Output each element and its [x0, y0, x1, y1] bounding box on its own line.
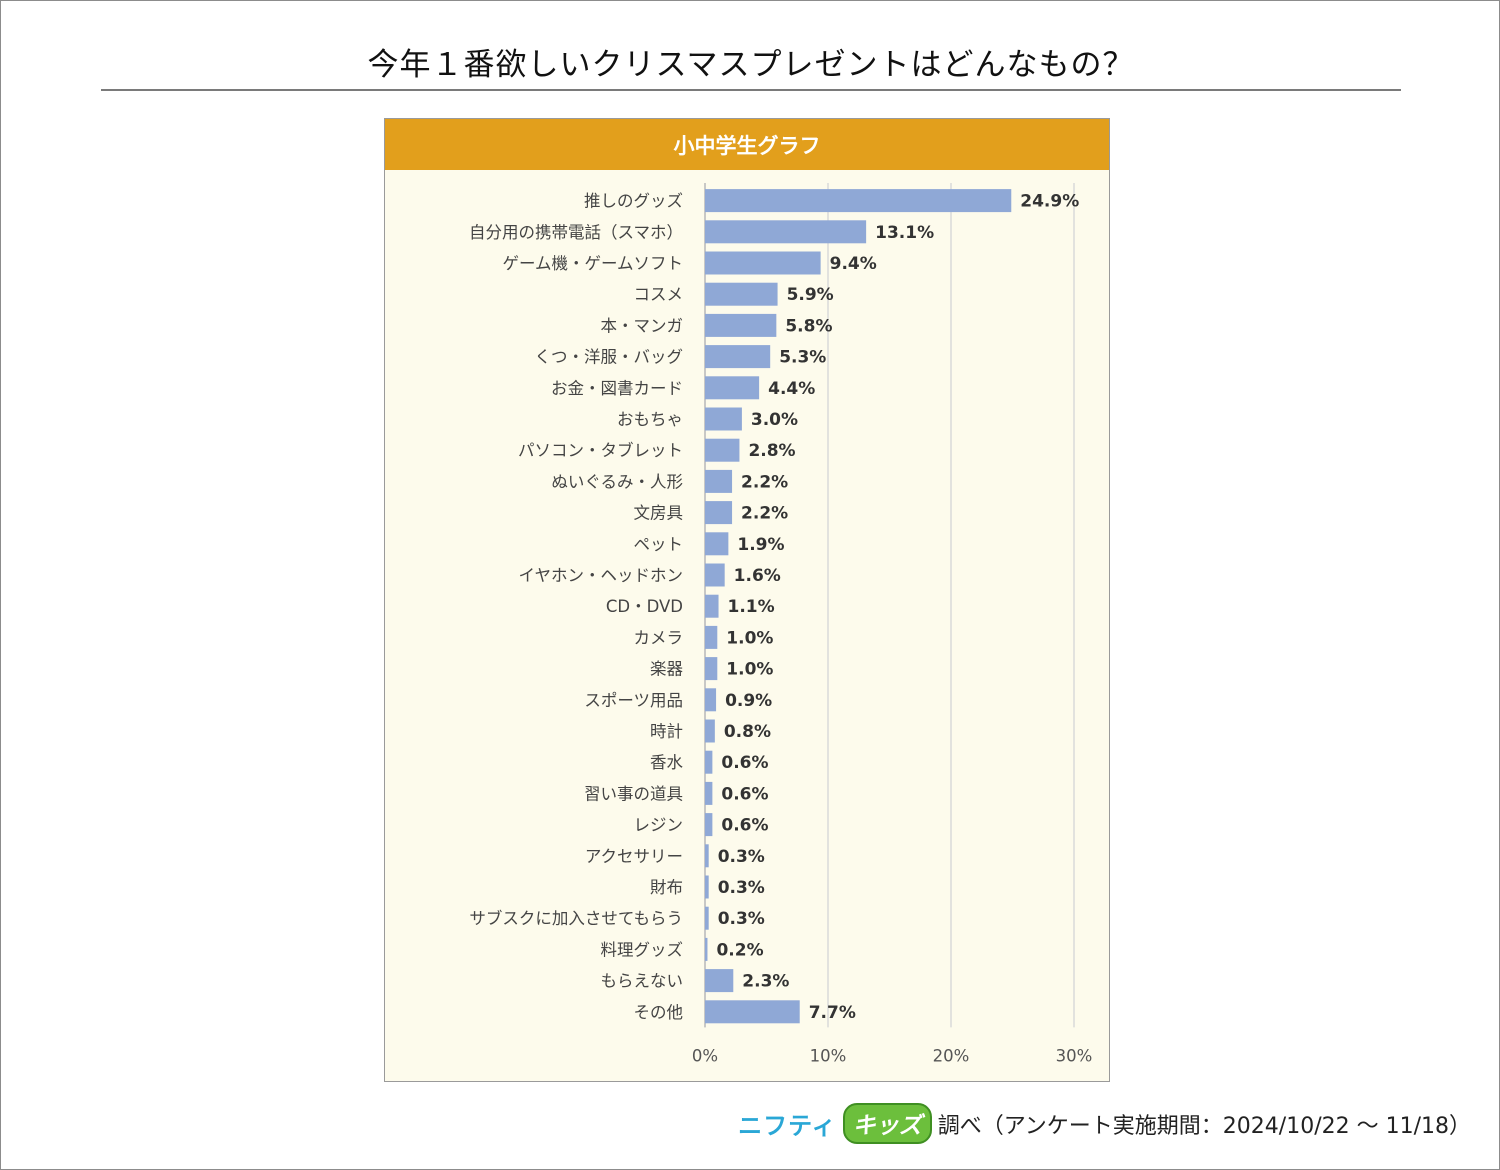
- survey-note: 調べ（アンケート実施期間：2024/10/22 ～ 11/18）: [937, 1113, 1471, 1139]
- data-label: 1.9%: [737, 535, 784, 555]
- bar: [705, 781, 713, 805]
- data-label: 0.3%: [718, 847, 765, 867]
- data-label: 2.8%: [748, 441, 795, 461]
- bar: [705, 937, 708, 961]
- category-label: 文房具: [634, 504, 684, 523]
- data-label: 2.2%: [741, 504, 788, 524]
- x-tick-label: 10%: [810, 1046, 847, 1065]
- data-label: 0.3%: [718, 878, 765, 898]
- data-label: 2.3%: [742, 972, 789, 992]
- bar: [705, 501, 733, 525]
- data-label: 0.9%: [725, 691, 772, 711]
- title-divider: [101, 89, 1401, 91]
- category-label: おもちゃ: [617, 410, 683, 429]
- bar: [705, 313, 777, 337]
- data-label: 1.0%: [726, 660, 773, 680]
- label-layer: 推しのグッズ 24.9% 自分用の携帯電話（スマホ） 13.1% ゲーム機・ゲームソフト…: [469, 192, 1079, 1023]
- category-label: その他: [634, 1003, 684, 1022]
- data-label: 24.9%: [1020, 192, 1079, 212]
- data-label: 1.0%: [726, 628, 773, 648]
- data-label: 0.6%: [721, 816, 768, 836]
- bar-chart: 推しのグッズ 24.9% 自分用の携帯電話（スマホ） 13.1% ゲーム機・ゲームソフト…: [469, 183, 1092, 1065]
- category-label: 香水: [650, 753, 684, 772]
- bar: [705, 1000, 800, 1024]
- chart-header: 小中学生グラフ: [385, 119, 1109, 170]
- bar: [705, 189, 1012, 213]
- brand-logo-kids: キッズ: [842, 1103, 932, 1144]
- data-label: 0.2%: [716, 940, 763, 960]
- bar: [705, 625, 718, 649]
- bar: [705, 813, 713, 837]
- category-label: 本・マンガ: [601, 316, 684, 335]
- page-title: 今年１番欲しいクリスマスプレゼントはどんなもの？: [367, 47, 1135, 83]
- category-label: パソコン・タブレット: [518, 440, 683, 460]
- category-label: もらえない: [601, 972, 684, 991]
- category-label: くつ・洋服・バッグ: [535, 348, 684, 367]
- category-label: イヤホン・ヘッドホン: [518, 566, 683, 585]
- data-label: 1.6%: [734, 566, 781, 586]
- data-label: 0.8%: [724, 722, 771, 742]
- bar: [705, 688, 717, 712]
- data-label: 13.1%: [875, 223, 934, 243]
- bar: [705, 407, 742, 431]
- x-tick-label: 0%: [692, 1046, 718, 1065]
- data-label: 2.2%: [741, 472, 788, 492]
- bar: [705, 750, 713, 774]
- data-label: 3.0%: [751, 410, 798, 430]
- data-label: 5.3%: [779, 348, 826, 368]
- chart-panel: 小中学生グラフ 推しのグッズ 24.9% 自分用の携帯電話（スマホ） 13.1% ゲーム…: [384, 118, 1110, 1082]
- data-label: 9.4%: [830, 254, 877, 274]
- x-tick-label: 30%: [1056, 1046, 1093, 1065]
- bar: [705, 969, 734, 993]
- category-label: ぬいぐるみ・人形: [551, 472, 683, 491]
- tick-layer: 0% 10% 20% 30%: [692, 1046, 1092, 1065]
- bar: [705, 719, 715, 743]
- category-label: ゲーム機・ゲームソフト: [502, 254, 683, 273]
- bar: [705, 563, 725, 587]
- data-label: 5.8%: [785, 316, 832, 336]
- footer-credit: ニフティ キッズ 調べ（アンケート実施期間：2024/10/22 ～ 11/18…: [738, 1103, 1471, 1144]
- x-tick-label: 20%: [933, 1046, 970, 1065]
- bar: [705, 532, 729, 556]
- category-label: 財布: [650, 878, 683, 897]
- category-label: 自分用の携帯電話（スマホ）: [469, 223, 683, 242]
- bar: [705, 657, 718, 681]
- bar: [705, 251, 821, 275]
- category-label: お金・図書カード: [551, 379, 683, 398]
- category-label: 料理グッズ: [601, 940, 684, 959]
- category-label: サブスクに加入させてもらう: [469, 908, 683, 928]
- bar: [705, 220, 867, 244]
- category-label: 推しのグッズ: [584, 192, 683, 211]
- bar: [705, 438, 740, 462]
- bar-layer: [705, 189, 1012, 1024]
- bar: [705, 906, 709, 930]
- bar: [705, 844, 709, 868]
- bar: [705, 345, 771, 369]
- category-label: 習い事の道具: [584, 784, 683, 803]
- data-label: 1.1%: [728, 597, 775, 617]
- data-label: 5.9%: [787, 285, 834, 305]
- category-label: ペット: [634, 535, 684, 554]
- data-label: 0.3%: [718, 909, 765, 929]
- category-label: スポーツ用品: [584, 691, 683, 710]
- category-label: コスメ: [634, 285, 684, 304]
- category-label: 楽器: [650, 660, 684, 679]
- bar: [705, 469, 733, 493]
- data-label: 0.6%: [721, 784, 768, 804]
- bar: [705, 875, 709, 899]
- category-label: アクセサリー: [585, 847, 683, 866]
- category-label: カメラ: [634, 628, 684, 647]
- data-label: 0.6%: [721, 753, 768, 773]
- category-label: 時計: [650, 722, 683, 741]
- category-label: レジン: [634, 816, 684, 835]
- brand-logo-nifty: ニフティ: [738, 1112, 837, 1140]
- bar: [705, 282, 778, 306]
- bar: [705, 594, 719, 618]
- data-label: 4.4%: [768, 379, 815, 399]
- bar: [705, 376, 760, 400]
- category-label: CD・DVD: [606, 597, 683, 616]
- data-label: 7.7%: [809, 1003, 856, 1023]
